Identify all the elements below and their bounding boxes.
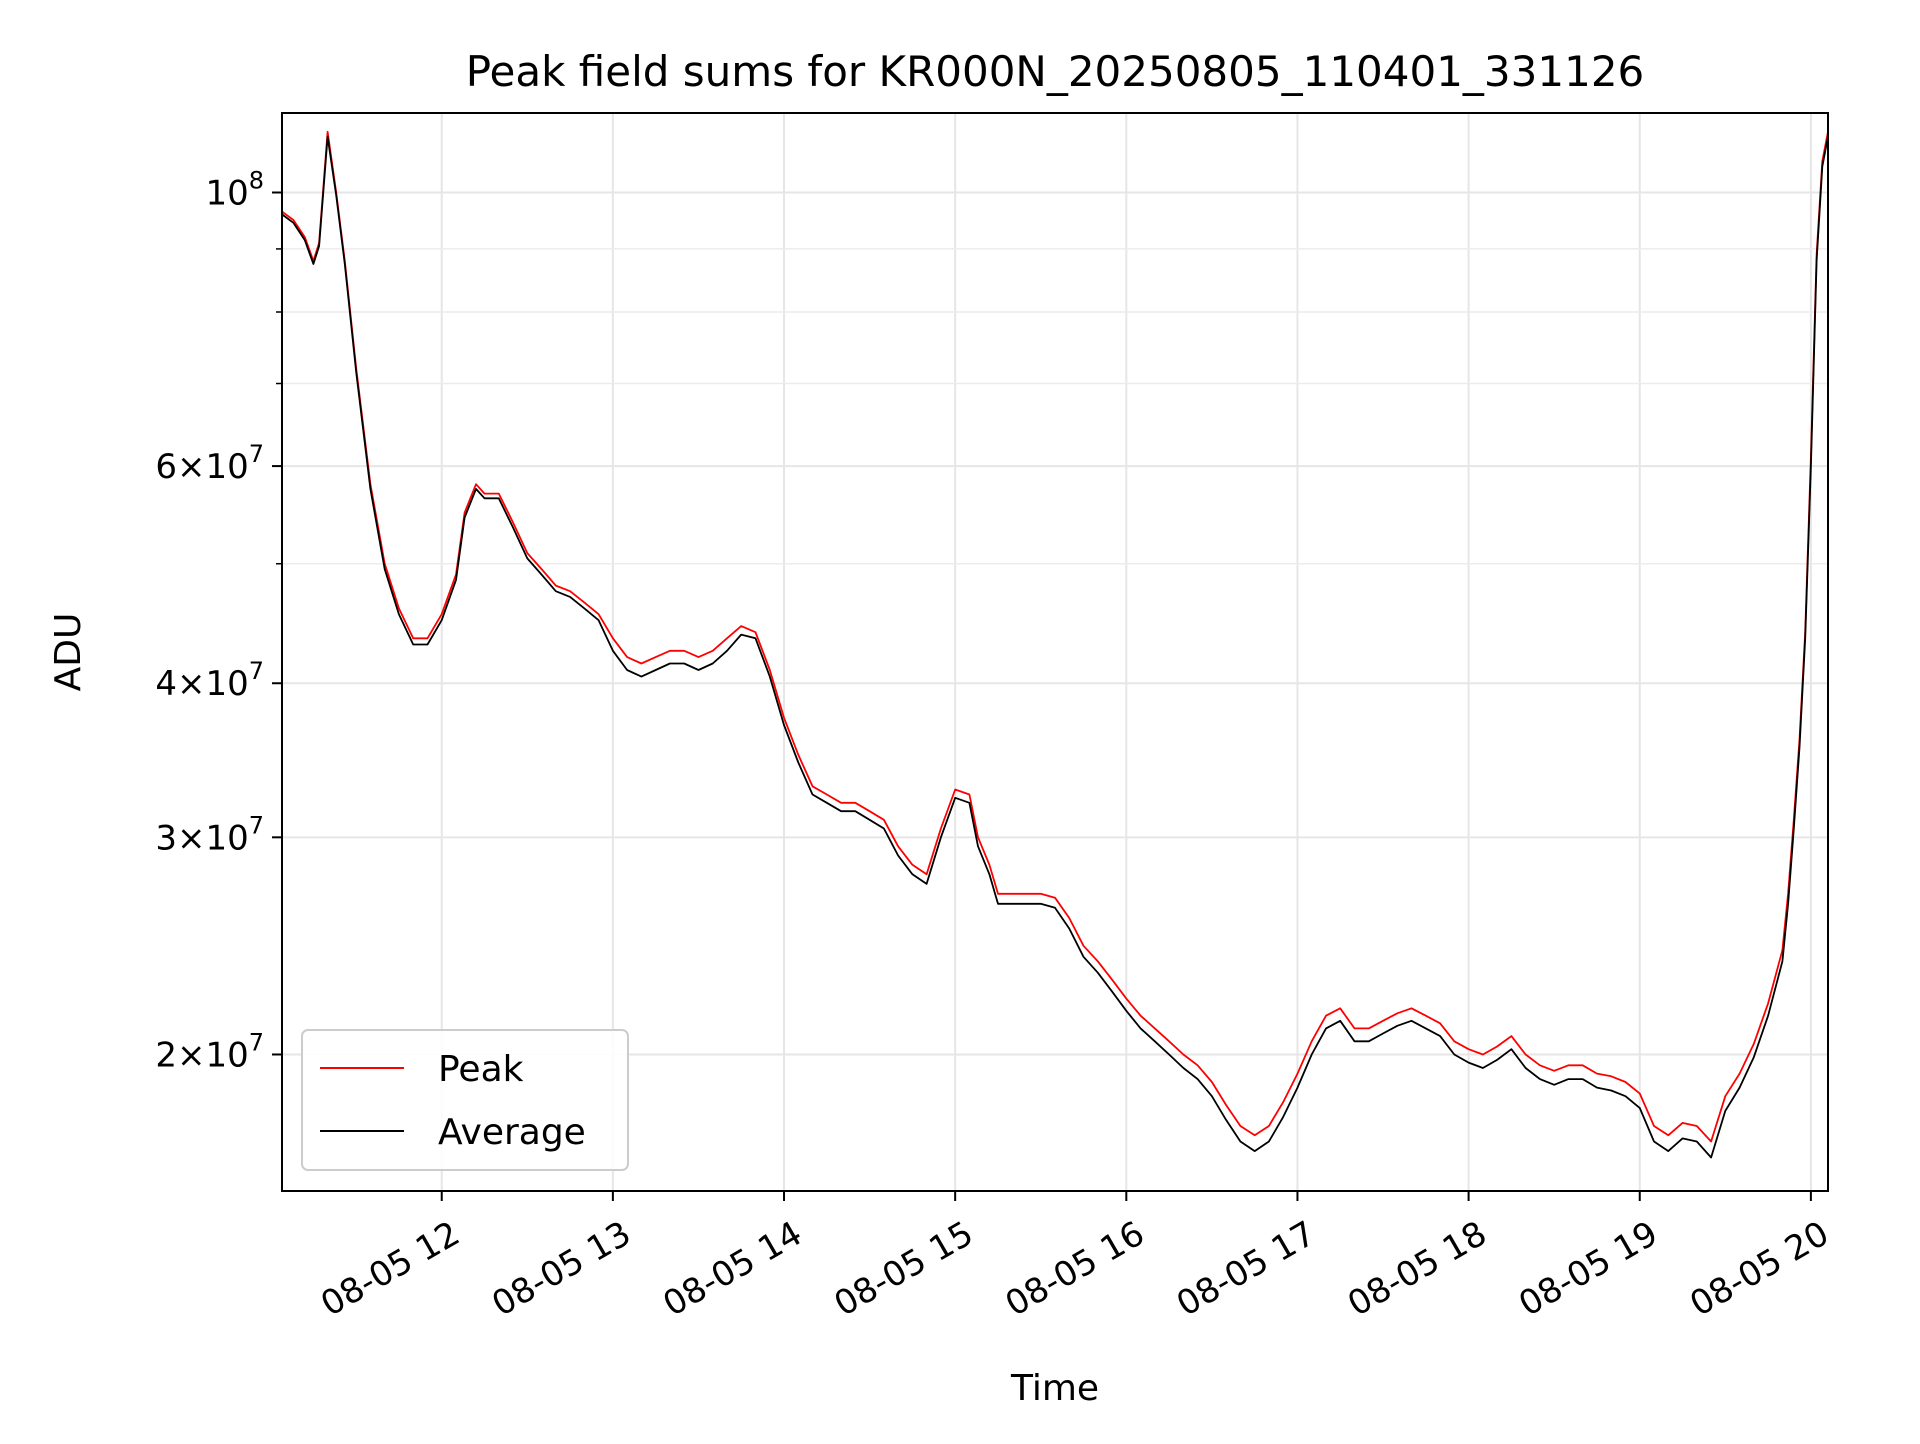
x-axis-title: Time: [1010, 1368, 1099, 1409]
legend: Peak Average: [301, 1029, 629, 1171]
y-axis: 2×107 3×107 4×107 6×107 108: [155, 166, 282, 1075]
legend-label-peak: Peak: [438, 1049, 524, 1090]
legend-box: [301, 1029, 629, 1171]
legend-label-average: Average: [438, 1112, 586, 1153]
y-tick-label: 3×107: [155, 811, 264, 858]
chart-title: Peak field sums for KR000N_20250805_1104…: [466, 47, 1645, 96]
y-tick-label: 4×107: [155, 657, 264, 704]
series-line-average: [282, 135, 1828, 1159]
grid: [282, 113, 1828, 1191]
y-axis-title: ADU: [48, 613, 89, 692]
series-line-peak: [282, 130, 1828, 1143]
y-tick-label: 108: [205, 166, 264, 213]
plot-area: [282, 130, 1828, 1159]
series-layer: [282, 130, 1828, 1159]
y-tick-label: 2×107: [155, 1028, 264, 1075]
y-tick-label: 6×107: [155, 440, 264, 487]
plot-frame: [281, 112, 1829, 1192]
